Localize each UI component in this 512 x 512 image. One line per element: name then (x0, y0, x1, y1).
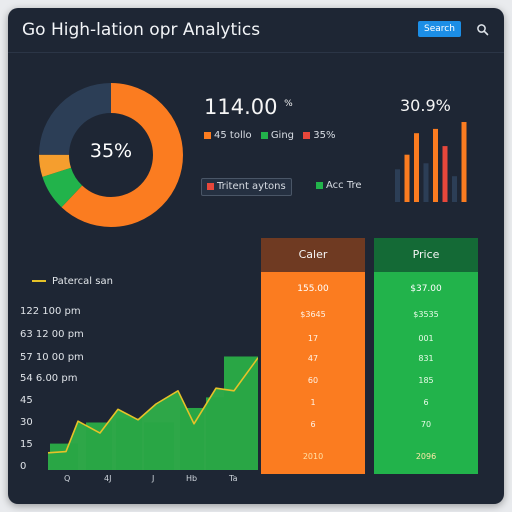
chip-swatch (207, 182, 214, 190)
kpi-value: 114.00 % (204, 95, 293, 119)
column-cell: $3645 (300, 310, 326, 319)
price-column-right: Price $37.00 $3535 001 831 185 6 70 2096 (374, 238, 478, 474)
x-axis-label: 4J (104, 474, 112, 483)
filter-chip-left[interactable]: Tritent aytons (201, 178, 292, 196)
mini-bar-chart (395, 122, 467, 202)
filter-chip-right[interactable]: Acc Tre (311, 178, 367, 194)
y-axis-label: 45 (20, 395, 33, 406)
donut-center-label: 35% (89, 140, 133, 162)
mini-bar (461, 122, 467, 202)
mini-bar (433, 128, 438, 202)
donut-segment (39, 83, 183, 227)
chip-label: Tritent aytons (217, 181, 286, 192)
legend-line-swatch (32, 280, 46, 282)
legend-item: 45 tollo (204, 130, 252, 141)
y-axis-label: 0 (20, 461, 27, 472)
legend-swatch (260, 131, 268, 139)
column-total: 2096 (415, 452, 437, 461)
x-axis-label: Q (64, 474, 71, 483)
legend-swatch (303, 131, 311, 139)
legend-item: Ging (260, 130, 295, 141)
x-axis-label: Ta (229, 474, 238, 483)
column-cell: 1 (310, 398, 316, 407)
column-cell: $3535 (413, 310, 439, 319)
kpi-legend: 45 tollo Ging 35% (204, 130, 341, 141)
line-legend-label: Patercal san (52, 276, 113, 287)
area-bar (224, 356, 258, 470)
column-cell: 155.00 (297, 284, 329, 294)
y-axis-label: 15 (20, 439, 33, 450)
line-chart-legend: Patercal san (32, 276, 113, 287)
area-chart (48, 356, 258, 470)
mini-chart-label: 30.9% (400, 96, 451, 115)
column-cell: 6 (423, 398, 429, 407)
mini-bar (423, 163, 429, 202)
legend-label: 35% (313, 130, 336, 141)
column-cell: $37.00 (410, 284, 442, 294)
legend-item: 35% (303, 130, 335, 141)
header-divider (8, 52, 504, 53)
x-axis-label: Hb (186, 474, 198, 483)
mini-bar (414, 133, 419, 202)
y-axis-label: 57 10 00 pm (20, 352, 84, 363)
column-cell: 47 (307, 354, 319, 363)
mini-bar (404, 154, 410, 202)
page-title: Go High-lation opr Analytics (22, 20, 261, 40)
donut-segment (39, 83, 183, 227)
column-cell: 60 (307, 376, 319, 385)
search-button[interactable]: Search (418, 21, 461, 37)
y-axis-label: 30 (20, 417, 33, 428)
legend-label: Ging (270, 130, 295, 141)
column-cell: 17 (307, 334, 319, 343)
area-bar (144, 422, 174, 470)
mini-bar (452, 176, 457, 202)
trend-line (48, 357, 258, 454)
kpi-number: 114.00 (204, 95, 278, 119)
search-icon[interactable] (476, 23, 489, 36)
area-bar (116, 418, 142, 470)
area-bar (206, 397, 226, 470)
column-cell: 001 (418, 334, 434, 343)
y-axis-label: 54 6.00 pm (20, 373, 78, 384)
column-cell: 6 (310, 420, 316, 429)
y-axis-label: 122 100 pm (20, 306, 81, 317)
legend-swatch (204, 131, 211, 139)
column-header: Caler (261, 238, 365, 272)
chip-label: Acc Tre (326, 180, 362, 191)
kpi-suffix: % (284, 99, 293, 109)
area-bar (180, 407, 204, 470)
area-bar (86, 422, 112, 470)
chip-swatch (316, 181, 323, 189)
dashboard-window: Go High-lation opr Analytics Search 35% … (8, 8, 504, 504)
price-column-left: Caler 155.00 $3645 17 47 60 1 6 2010 (261, 238, 365, 474)
column-header: Price (374, 238, 478, 272)
column-total: 2010 (302, 452, 324, 461)
column-cell: 70 (420, 420, 432, 429)
y-axis-label: 63 12 00 pm (20, 329, 84, 340)
x-axis-label: J (152, 474, 155, 483)
donut-chart (39, 83, 183, 227)
mini-bar (442, 146, 448, 202)
column-cell: 831 (418, 354, 434, 363)
area-bar (50, 443, 78, 470)
mini-bar (395, 169, 400, 202)
legend-label: 45 tollo (214, 130, 252, 141)
column-cell: 185 (418, 376, 434, 385)
